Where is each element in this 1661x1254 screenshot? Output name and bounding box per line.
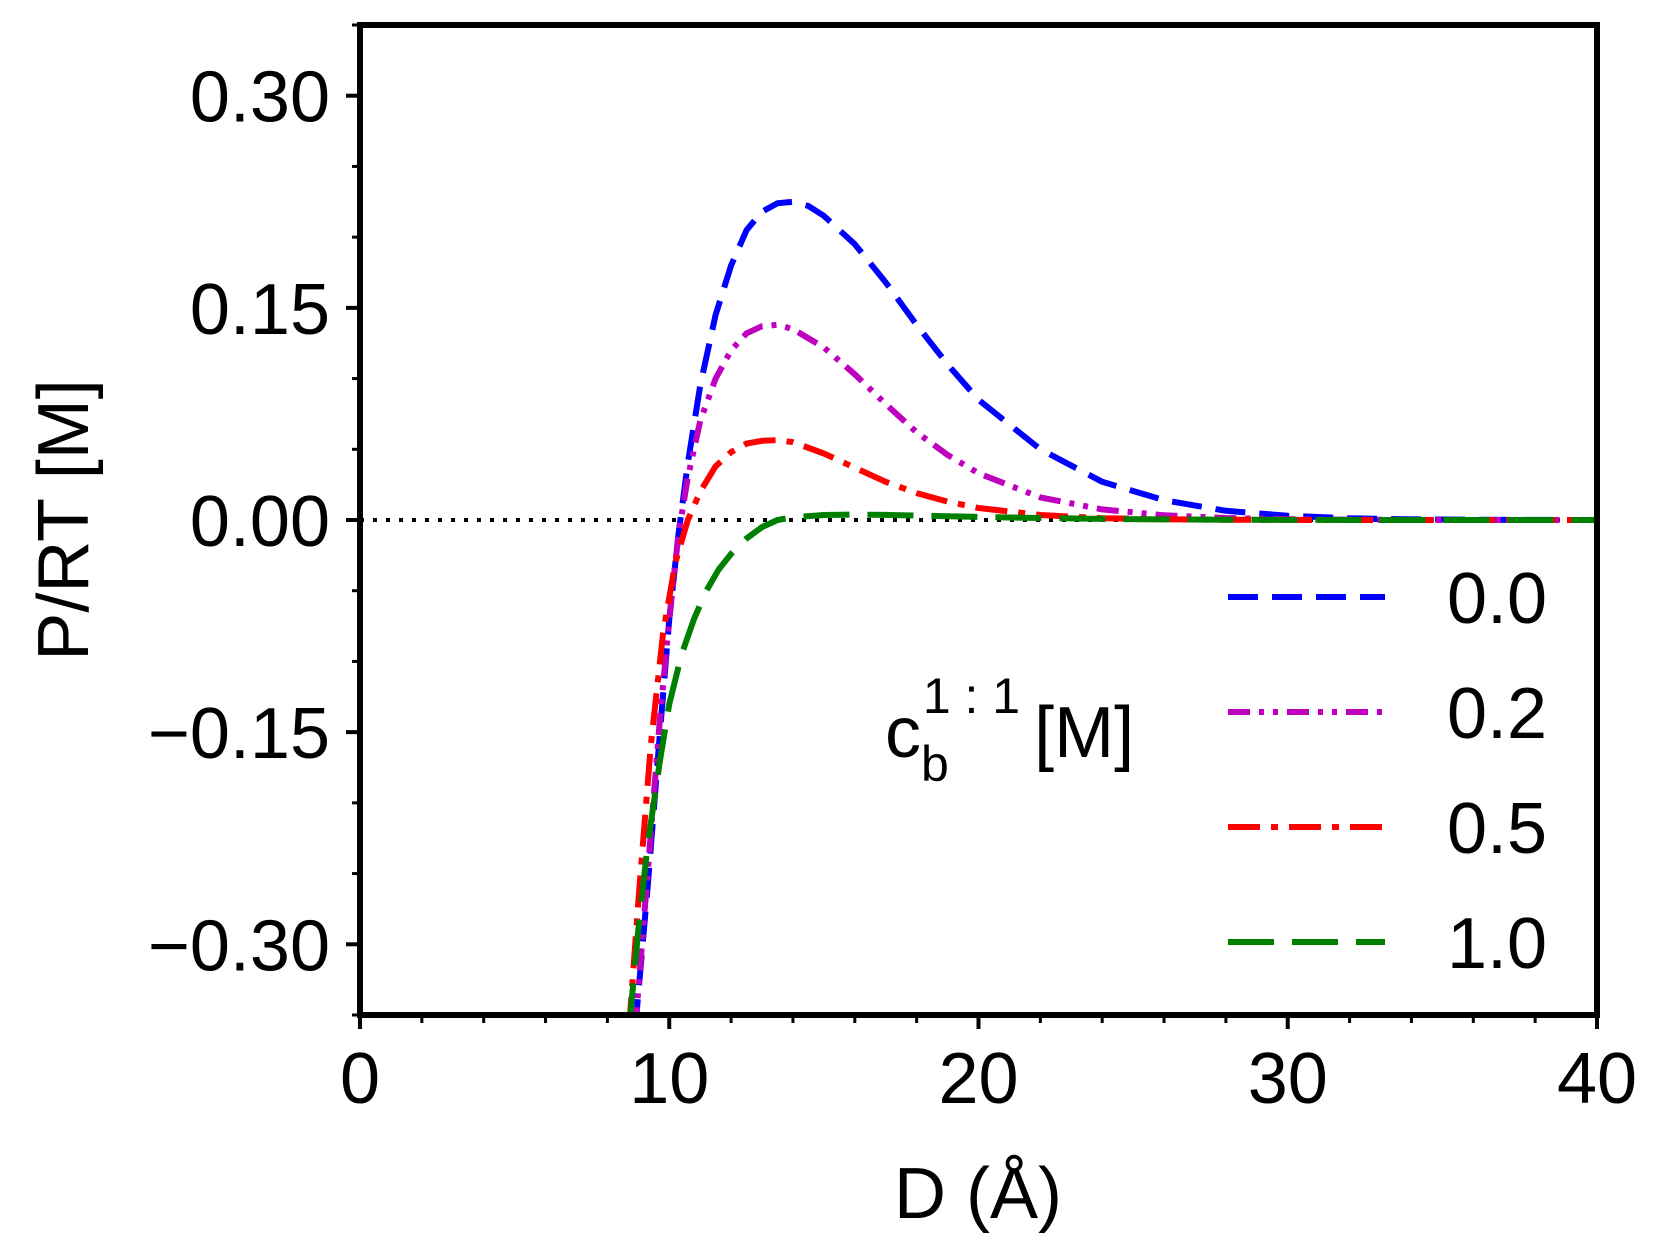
y-tick-label: 0.30 [190,58,330,138]
x-tick-label: 20 [938,1039,1018,1119]
series-line-1-0 [627,511,1597,1015]
x-tick-label: 30 [1248,1039,1328,1119]
legend-title-main: c [885,693,921,773]
legend-title-unit: [M] [1034,693,1134,773]
x-tick-label: 10 [629,1039,709,1119]
legend-title: cb 1 : 1 [M] [885,668,1134,792]
legend-title-superscript: 1 : 1 [923,668,1020,724]
legend-title-subscript: b [921,736,949,792]
legend-label-0-2: 0.2 [1447,674,1547,754]
x-axis-label: D (Å) [894,1154,1062,1234]
legend-label-0-0: 0.0 [1447,559,1547,639]
legend-label-1-0: 1.0 [1447,904,1547,984]
series-line-0-5 [627,437,1597,1015]
y-tick-label: −0.30 [148,906,330,986]
legend: cb 1 : 1 [M] 0.0 0.2 0.5 1.0 [885,559,1547,984]
x-tick-label: 0 [340,1039,380,1119]
legend-label-0-5: 0.5 [1447,789,1547,869]
series-line-0-0 [633,198,1597,1015]
y-tick-label: −0.15 [148,694,330,774]
x-tick-label: 40 [1557,1039,1637,1119]
y-tick-label: 0.15 [190,270,330,350]
y-axis-label: P/RT [M] [24,379,104,660]
y-tick-label: 0.00 [190,482,330,562]
